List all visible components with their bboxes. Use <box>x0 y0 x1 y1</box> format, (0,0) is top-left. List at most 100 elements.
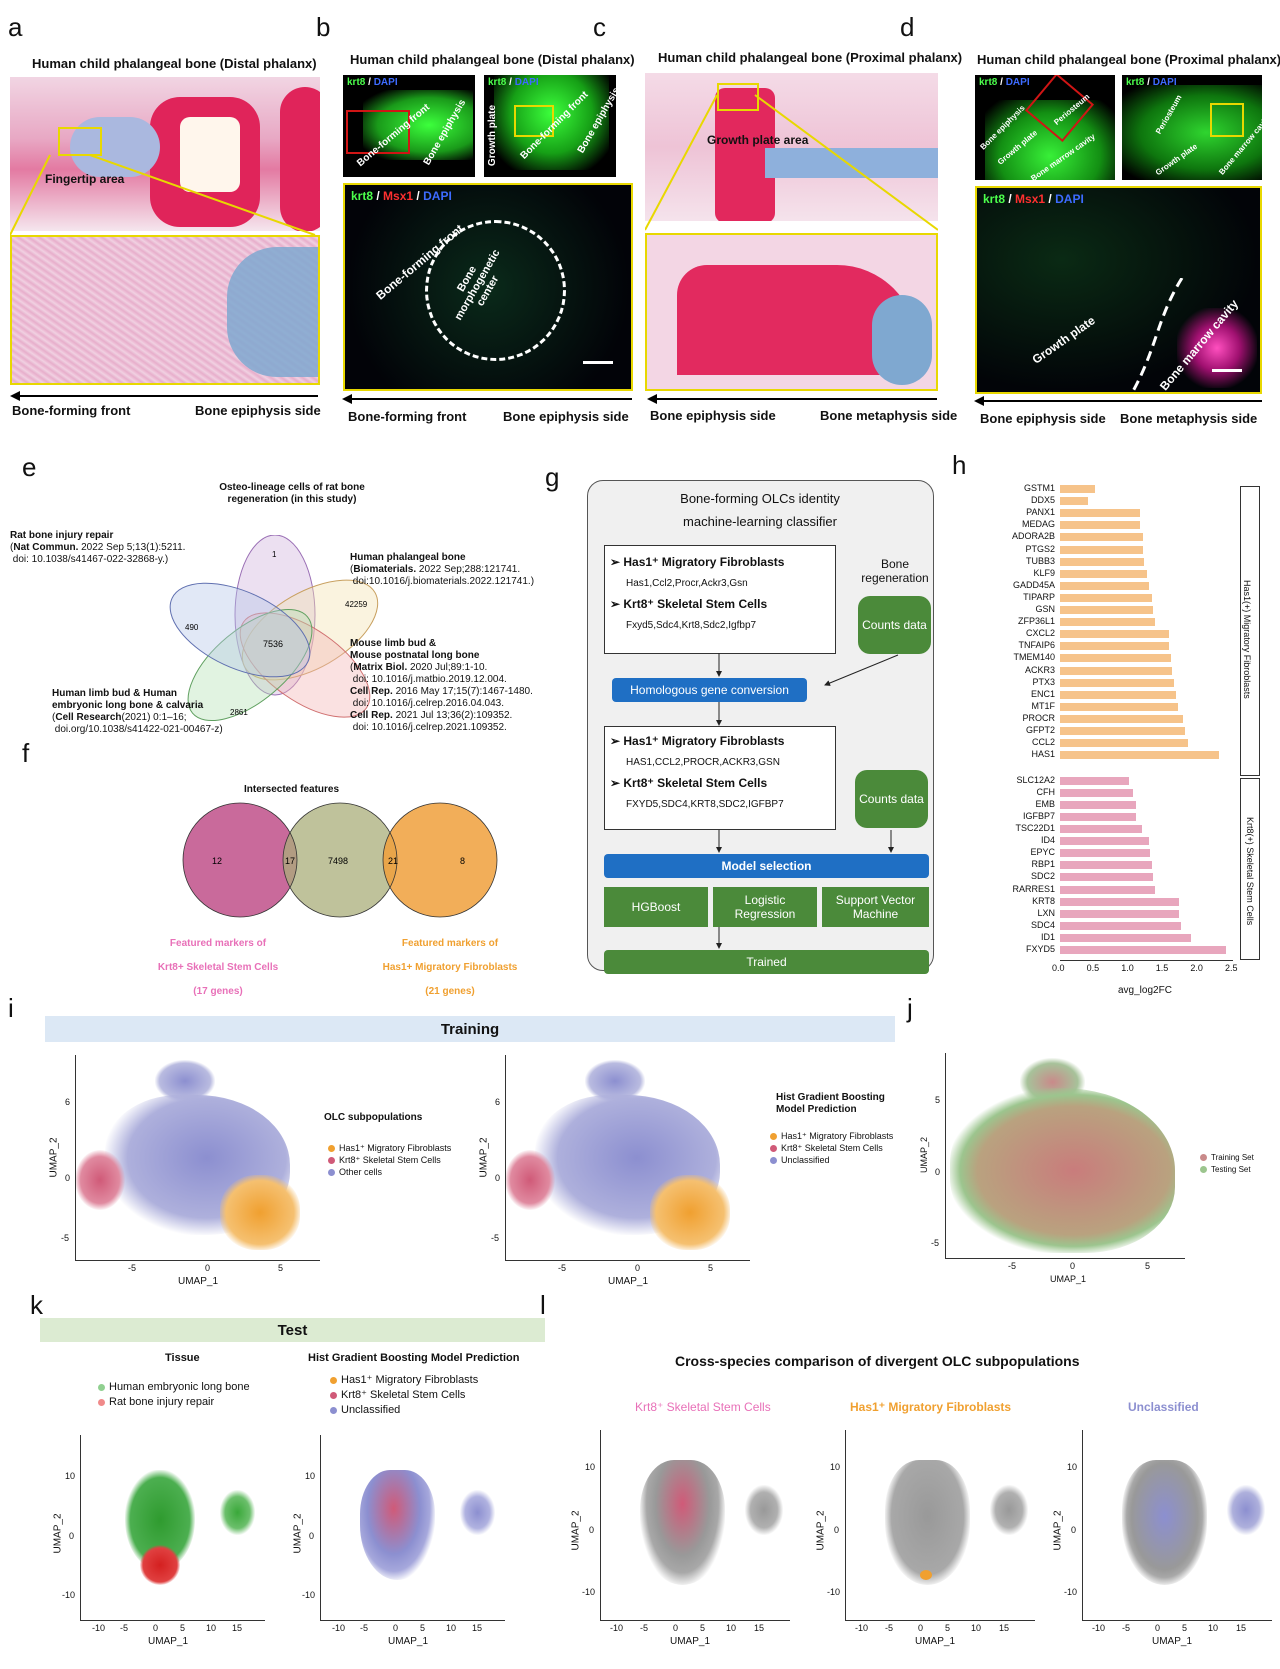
k2-xaxis <box>320 1620 505 1622</box>
venn-f-title: Intersected features <box>244 784 340 795</box>
bar <box>1060 885 1156 894</box>
l2-ytick-2: -10 <box>827 1587 841 1597</box>
axis-left-b: Bone-forming front <box>348 409 467 424</box>
k1-xtick-3: 5 <box>180 1623 186 1633</box>
panel-letter-h: h <box>952 450 967 480</box>
venn-f-center: 7498 <box>328 856 348 866</box>
umap-j <box>945 1053 1180 1258</box>
channel-dapi-d3: DAPI <box>1055 192 1084 206</box>
k2-ytick-2: -10 <box>302 1590 316 1600</box>
slash-d3b: / <box>1048 192 1052 206</box>
l1-xtick-0: -10 <box>610 1623 624 1633</box>
j-xlabel: UMAP_1 <box>1050 1274 1087 1284</box>
flow-arrows <box>716 653 899 949</box>
growth-plate-d3: Growth plate <box>1029 313 1098 367</box>
k-tissue-title: Tissue <box>165 1352 200 1364</box>
venn-f-mid2: 21 <box>388 856 398 866</box>
k1-xlabel: UMAP_1 <box>148 1636 189 1647</box>
citation-4: Human limb bud & Human embryonic long bon… <box>52 688 223 735</box>
l2-xtick-3: 5 <box>945 1623 951 1633</box>
gene-label: ID1 <box>1040 931 1055 942</box>
gene-label: PANX1 <box>1026 507 1055 518</box>
i2-yaxis <box>505 1055 507 1260</box>
flow-title-1: Bone-forming OLCs identity <box>680 491 840 506</box>
k2-xtick-2: 0 <box>393 1623 399 1633</box>
slash-d1: / <box>1000 77 1003 88</box>
channel-dapi-b1: DAPI <box>373 77 398 88</box>
k2-yaxis <box>320 1435 322 1620</box>
arrowhead-b <box>342 394 352 404</box>
h-xaxis <box>1060 960 1233 962</box>
bar <box>1060 569 1147 578</box>
training-banner: Training <box>45 1016 895 1042</box>
bar <box>1060 618 1156 627</box>
i1-legend: Has1⁺ Migratory Fibroblasts Krt8⁺ Skelet… <box>328 1142 451 1178</box>
fluorescence-image-d-zoom: krt8 / Msx1 / DAPI Growth plate Bone mar… <box>975 186 1262 394</box>
venn-diagram-f: 12 17 7498 21 8 <box>182 802 498 918</box>
l1-xtick-4: 10 <box>726 1623 737 1633</box>
bar <box>1060 897 1180 906</box>
zoom-lines-c <box>645 94 938 231</box>
k2-xtick-5: 15 <box>472 1623 483 1633</box>
i1-ylabel: UMAP_2 <box>48 1137 60 1178</box>
model-hgboost: HGBoost <box>604 887 708 927</box>
i2-ytick-3: -5 <box>491 1233 500 1243</box>
j-xaxis <box>945 1258 1185 1260</box>
i1-xtick-0: -5 <box>128 1263 137 1273</box>
venn-diagram-e: 7536 1 42259 490 2861 <box>169 535 379 722</box>
flow-box2-h1: ➢ Has1⁺ Migratory Fibroblasts <box>610 734 785 748</box>
model-logistic-regression: Logistic Regression <box>713 887 817 927</box>
panel-letter-l: l <box>540 1290 546 1320</box>
fluorescence-image-b1: krt8 / DAPI Bone-forming front Bone epip… <box>343 75 475 177</box>
l3-yaxis <box>1082 1430 1084 1620</box>
growth-plate-b2: Growth plate <box>487 104 499 167</box>
panel-letter-g: g <box>545 462 560 492</box>
model-svm: Support Vector Machine <box>822 887 929 927</box>
bar <box>1060 739 1189 748</box>
k2-xlabel: UMAP_1 <box>388 1636 429 1647</box>
group-label-2: Krt8(+) Skeletal Stem Cells <box>1245 817 1255 926</box>
i1-xtick-1: 0 <box>205 1263 211 1273</box>
i2-xtick-2: 5 <box>708 1263 714 1273</box>
k1-xtick-1: -5 <box>120 1623 129 1633</box>
panel-letter-j: j <box>907 993 913 1023</box>
l3-xtick-4: 10 <box>1208 1623 1219 1633</box>
citation-2: Human phalangeal bone (Biomaterials. 2022… <box>350 552 535 587</box>
bar <box>1060 485 1095 493</box>
group-label-1: Has1(+) Migratory Fibroblasts <box>1242 580 1252 699</box>
l3-xlabel: UMAP_1 <box>1152 1636 1193 1647</box>
flow-box1-h1: ➢ Has1⁺ Migratory Fibroblasts <box>610 555 785 569</box>
j-ytick-0: 5 <box>935 1095 941 1105</box>
k-tissue-legend: Human embryonic long bone Rat bone injur… <box>98 1380 250 1410</box>
panel-b-title: Human child phalangeal bone (Distal phal… <box>350 52 635 67</box>
fluorescence-image-b-zoom: krt8 / Msx1 / DAPI Bone-forming front Bo… <box>343 183 633 391</box>
j-ytick-1: 0 <box>935 1167 941 1177</box>
k2-xtick-1: -5 <box>360 1623 369 1633</box>
l2-xtick-4: 10 <box>971 1623 982 1633</box>
gene-label: ACKR3 <box>1024 664 1055 675</box>
umap-i-1 <box>75 1055 315 1260</box>
j-xtick-1: 0 <box>1070 1261 1076 1271</box>
k1-ytick-1: 0 <box>69 1531 75 1541</box>
bar <box>1060 666 1173 675</box>
k1-ylabel: UMAP_2 <box>52 1513 64 1554</box>
flow-box1-g2: Fxyd5,Sdc4,Krt8,Sdc2,Igfbp7 <box>626 620 757 631</box>
axis-right-d: Bone metaphysis side <box>1120 411 1258 426</box>
slash-d3a: / <box>1008 192 1012 206</box>
l1-xtick-2: 0 <box>673 1623 679 1633</box>
j-xtick-0: -5 <box>1008 1261 1017 1271</box>
bar <box>1060 849 1150 858</box>
gene-label: HAS1 <box>1031 749 1055 760</box>
axis-left-d: Bone epiphysis side <box>980 411 1106 426</box>
direction-arrow-d <box>982 400 1262 402</box>
l1-xlabel: UMAP_1 <box>670 1636 711 1647</box>
gene-label: RARRES1 <box>1012 883 1055 894</box>
channel-dapi-d1: DAPI <box>1005 77 1030 88</box>
bar <box>1060 946 1227 954</box>
l1-xaxis <box>600 1620 790 1622</box>
l2-xtick-5: 15 <box>999 1623 1010 1633</box>
bar <box>1060 751 1220 760</box>
test-banner: Test <box>40 1318 545 1342</box>
i2-legend: Has1⁺ Migratory Fibroblasts Krt8⁺ Skelet… <box>770 1130 893 1166</box>
panel-letter-a: a <box>8 12 23 42</box>
